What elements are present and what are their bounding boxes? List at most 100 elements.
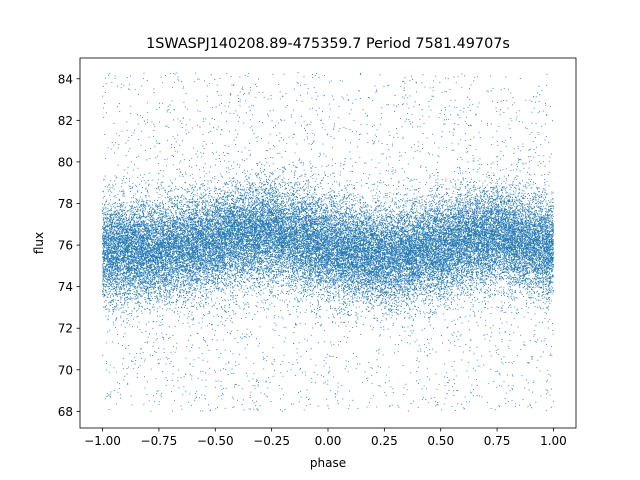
- data-point: [326, 214, 327, 215]
- data-point: [189, 283, 190, 284]
- data-point: [224, 226, 225, 227]
- data-point: [460, 245, 461, 246]
- data-point: [443, 204, 444, 205]
- data-point: [462, 247, 463, 248]
- data-point: [478, 236, 479, 237]
- data-point: [370, 232, 371, 233]
- data-point: [237, 215, 238, 216]
- data-point: [186, 280, 187, 281]
- data-point: [400, 249, 401, 250]
- data-point: [197, 110, 198, 111]
- data-point: [370, 367, 371, 368]
- data-point: [183, 102, 184, 103]
- data-point: [254, 202, 255, 203]
- data-point: [179, 145, 180, 146]
- data-point: [215, 282, 216, 283]
- data-point: [330, 295, 331, 296]
- data-point: [383, 266, 384, 267]
- data-point: [280, 214, 281, 215]
- data-point: [536, 147, 537, 148]
- data-point: [509, 198, 510, 199]
- data-point: [383, 209, 384, 210]
- data-point: [187, 210, 188, 211]
- data-point: [197, 125, 198, 126]
- data-point: [242, 279, 243, 280]
- data-point: [173, 264, 174, 265]
- data-point: [137, 303, 138, 304]
- data-point: [378, 258, 379, 259]
- data-point: [429, 215, 430, 216]
- data-point: [549, 319, 550, 320]
- data-point: [325, 291, 326, 292]
- data-point: [188, 217, 189, 218]
- data-point: [315, 206, 316, 207]
- data-point: [253, 363, 254, 364]
- data-point: [531, 204, 532, 205]
- data-point: [341, 203, 342, 204]
- data-point: [102, 254, 103, 255]
- data-point: [234, 259, 235, 260]
- data-point: [449, 131, 450, 132]
- data-point: [334, 276, 335, 277]
- data-point: [362, 239, 363, 240]
- data-point: [142, 275, 143, 276]
- data-point: [251, 204, 252, 205]
- data-point: [123, 358, 124, 359]
- data-point: [337, 235, 338, 236]
- data-point: [289, 232, 290, 233]
- data-point: [441, 110, 442, 111]
- data-point: [216, 219, 217, 220]
- data-point: [502, 206, 503, 207]
- data-point: [168, 292, 169, 293]
- data-point: [518, 218, 519, 219]
- data-point: [310, 229, 311, 230]
- data-point: [547, 268, 548, 269]
- data-point: [364, 207, 365, 208]
- data-point: [187, 308, 188, 309]
- data-point: [373, 215, 374, 216]
- data-point: [543, 285, 544, 286]
- data-point: [236, 249, 237, 250]
- data-point: [386, 319, 387, 320]
- data-point: [305, 246, 306, 247]
- data-point: [484, 258, 485, 259]
- data-point: [279, 232, 280, 233]
- data-point: [303, 295, 304, 296]
- data-point: [404, 225, 405, 226]
- data-point: [427, 376, 428, 377]
- data-point: [175, 270, 176, 271]
- data-point: [180, 290, 181, 291]
- data-point: [303, 181, 304, 182]
- data-point: [413, 204, 414, 205]
- data-point: [343, 291, 344, 292]
- data-point: [429, 154, 430, 155]
- data-point: [348, 286, 349, 287]
- data-point: [314, 294, 315, 295]
- data-point: [393, 225, 394, 226]
- data-point: [352, 253, 353, 254]
- data-point: [308, 261, 309, 262]
- data-point: [280, 250, 281, 251]
- data-point: [364, 225, 365, 226]
- data-point: [517, 313, 518, 314]
- data-point: [539, 222, 540, 223]
- data-point: [359, 263, 360, 264]
- data-point: [175, 326, 176, 327]
- data-point: [185, 172, 186, 173]
- data-point: [456, 284, 457, 285]
- data-point: [427, 219, 428, 220]
- data-point: [328, 233, 329, 234]
- data-point: [503, 290, 504, 291]
- data-point: [496, 195, 497, 196]
- data-point: [551, 200, 552, 201]
- data-point: [474, 204, 475, 205]
- data-point: [360, 218, 361, 219]
- data-point: [125, 301, 126, 302]
- data-point: [424, 255, 425, 256]
- data-point: [189, 216, 190, 217]
- data-point: [404, 245, 405, 246]
- data-point: [420, 167, 421, 168]
- data-point: [273, 329, 274, 330]
- data-point: [531, 293, 532, 294]
- data-point: [544, 232, 545, 233]
